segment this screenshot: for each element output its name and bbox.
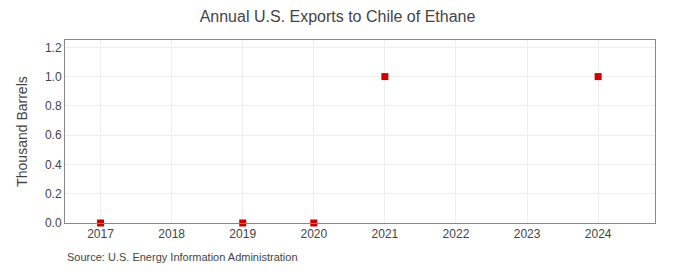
svg-text:0.2: 0.2 [45,187,62,201]
svg-text:2020: 2020 [300,227,327,241]
svg-text:Annual U.S. Exports to Chile o: Annual U.S. Exports to Chile of Ethane [200,8,476,25]
svg-text:2019: 2019 [229,227,256,241]
svg-text:2021: 2021 [372,227,399,241]
svg-text:2017: 2017 [87,227,114,241]
svg-text:0.6: 0.6 [45,128,62,142]
svg-text:2018: 2018 [158,227,185,241]
svg-text:2022: 2022 [443,227,470,241]
svg-text:0.8: 0.8 [45,99,62,113]
svg-text:1.0: 1.0 [45,70,62,84]
svg-text:Source: U.S. Energy Informatio: Source: U.S. Energy Information Administ… [67,251,298,263]
svg-text:Thousand Barrels: Thousand Barrels [14,76,30,187]
svg-text:0.4: 0.4 [45,158,62,172]
svg-text:1.2: 1.2 [45,41,62,55]
svg-text:2024: 2024 [585,227,612,241]
svg-text:0.0: 0.0 [45,216,62,230]
svg-text:2023: 2023 [514,227,541,241]
